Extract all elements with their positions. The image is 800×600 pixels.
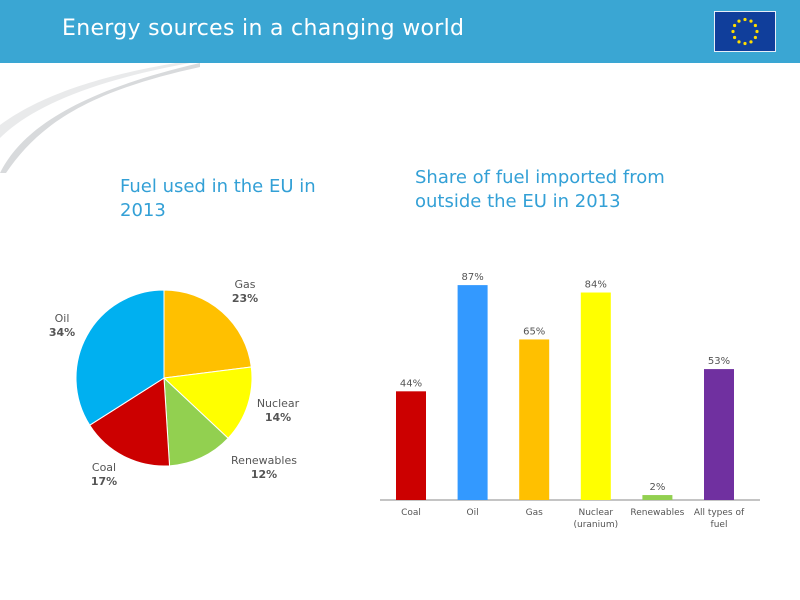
bar-category-label: Gas <box>526 508 543 518</box>
bar <box>519 339 550 500</box>
eu-star-icon <box>737 40 741 44</box>
pie-label-renewables: Renewables <box>231 454 297 467</box>
decorative-swoosh <box>0 63 200 173</box>
pie-label-nuclear: Nuclear <box>257 397 300 410</box>
pie-pct-nuclear: 14% <box>265 411 291 424</box>
bar-category-label: All types of <box>694 508 745 518</box>
bar-value-label: 2% <box>649 482 665 493</box>
bar-value-label: 84% <box>585 280 607 291</box>
pie-slice-gas <box>163 289 252 379</box>
eu-star-icon <box>743 17 747 22</box>
header-bar: Energy sources in a changing world <box>0 0 800 63</box>
pie-slice-oil <box>75 289 165 426</box>
bar <box>396 391 426 500</box>
eu-star-icon <box>749 40 753 44</box>
bar-category-label: (uranium) <box>573 520 618 530</box>
pie-slice-nuclear <box>162 366 253 439</box>
eu-star-icon <box>731 29 735 34</box>
pie-slice-renewables <box>163 376 229 467</box>
eu-star-icon <box>733 23 737 28</box>
bar-category-label: Nuclear <box>578 508 613 518</box>
eu-star-icon <box>753 35 757 40</box>
bar-category-label: Coal <box>401 508 421 518</box>
pie-label-coal: Coal <box>92 461 116 474</box>
eu-star-icon <box>755 29 759 34</box>
bar-value-label: 87% <box>461 272 483 283</box>
pie-pct-oil: 34% <box>49 326 75 339</box>
bar-category-label: Oil <box>467 508 479 518</box>
pie-label-gas: Gas <box>235 278 256 291</box>
eu-star-icon <box>743 41 747 46</box>
bar-chart: 44% Coal 87% Oil 65% Gas 84% Nuclear (uranium) 2%… <box>380 272 760 530</box>
bar-value-label: 65% <box>523 326 545 337</box>
bar <box>457 285 488 500</box>
eu-star-icon <box>749 19 753 23</box>
bar <box>704 369 734 500</box>
pie-pct-coal: 17% <box>91 475 117 488</box>
pie-slice-coal <box>89 377 171 467</box>
bar-value-label: 44% <box>400 378 422 389</box>
eu-star-icon <box>753 23 757 28</box>
bar-category-label: fuel <box>711 520 728 530</box>
bar-chart-title: Share of fuel imported from outside the … <box>415 167 665 212</box>
bar-category-label: Renewables <box>630 508 684 518</box>
page-title: Energy sources in a changing world <box>62 16 465 41</box>
eu-star-icon <box>733 35 737 40</box>
bar-value-label: 53% <box>708 356 730 367</box>
pie-pct-renewables: 12% <box>251 468 277 481</box>
bar <box>642 495 673 500</box>
eu-star-icon <box>737 19 741 23</box>
eu-flag-icon <box>714 11 776 52</box>
pie-chart-title: Fuel used in the EU in 2013 <box>120 176 316 221</box>
pie-pct-gas: 23% <box>232 292 258 305</box>
pie-label-oil: Oil <box>55 312 70 325</box>
bar <box>580 292 611 500</box>
